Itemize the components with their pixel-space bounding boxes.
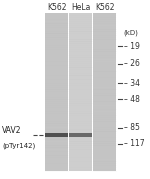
Text: – 26: – 26 [124,59,140,68]
Bar [93,13,116,171]
Text: VAV2: VAV2 [2,126,22,135]
Text: K562: K562 [47,3,66,12]
Text: – 48: – 48 [124,95,140,104]
Text: HeLa: HeLa [71,3,90,12]
Bar [45,13,68,171]
Bar [69,133,92,137]
Bar [69,13,92,171]
Bar [45,133,68,137]
Text: – 34: – 34 [124,79,140,88]
Text: K562: K562 [95,3,114,12]
Text: – 85: – 85 [124,123,140,132]
Text: (pTyr142): (pTyr142) [2,142,35,149]
Text: – 117: – 117 [124,139,144,148]
Text: – 19: – 19 [124,42,140,50]
Text: (kD): (kD) [124,30,139,36]
